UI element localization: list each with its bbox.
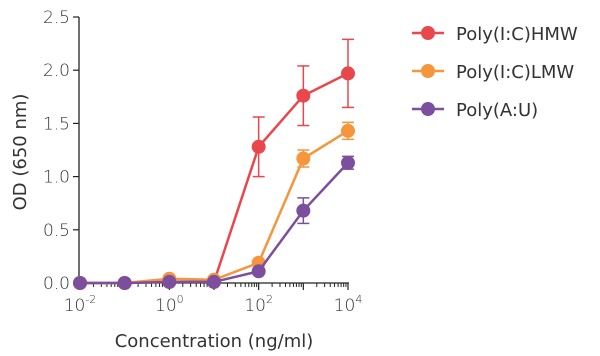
y-tick-label: 2.5	[43, 8, 70, 28]
x-tick-label: 100	[155, 293, 184, 316]
data-point	[73, 276, 87, 290]
legend-item: Poly(A:U)	[412, 100, 538, 121]
data-point	[296, 203, 311, 218]
chart-series	[73, 38, 355, 290]
y-tick-label: 0.5	[43, 221, 70, 241]
legend-marker	[421, 64, 435, 78]
data-point	[162, 274, 177, 289]
y-tick-label: 0.0	[43, 274, 70, 294]
data-point	[251, 139, 266, 154]
legend-item: Poly(I:C)LMW	[412, 62, 574, 83]
series-1	[73, 38, 355, 290]
data-point	[341, 66, 355, 81]
legend-marker	[421, 102, 435, 116]
legend-marker	[421, 26, 435, 40]
legend-label: Poly(I:C)HMW	[456, 24, 578, 45]
y-tick-label: 1.5	[43, 114, 70, 134]
series-line	[80, 72, 349, 285]
x-tick-label: 104	[334, 293, 363, 316]
x-tick-label: 102	[244, 293, 273, 316]
data-point	[341, 123, 355, 138]
data-point	[251, 264, 266, 279]
y-axis-label: OD (650 nm)	[10, 94, 31, 211]
data-point	[207, 274, 221, 289]
legend-label: Poly(I:C)LMW	[456, 62, 574, 83]
series-2	[73, 121, 355, 290]
chart-legend: Poly(I:C)HMW Poly(I:C)LMW Poly(A:U)	[412, 24, 578, 121]
series-3	[73, 155, 355, 290]
y-axis-ticks: 0.0 0.5 1.0 1.5 2.0 2.5	[43, 8, 79, 294]
data-point	[296, 88, 311, 103]
y-tick-label: 2.0	[43, 61, 70, 81]
x-axis-label: Concentration (ng/ml)	[115, 331, 314, 352]
legend-item: Poly(I:C)HMW	[412, 24, 578, 45]
x-tick-label: 10-2	[64, 293, 97, 316]
y-tick-label: 1.0	[43, 168, 70, 188]
legend-label: Poly(A:U)	[456, 100, 538, 121]
data-point	[117, 276, 132, 290]
data-point	[341, 155, 355, 170]
data-point	[296, 151, 311, 166]
